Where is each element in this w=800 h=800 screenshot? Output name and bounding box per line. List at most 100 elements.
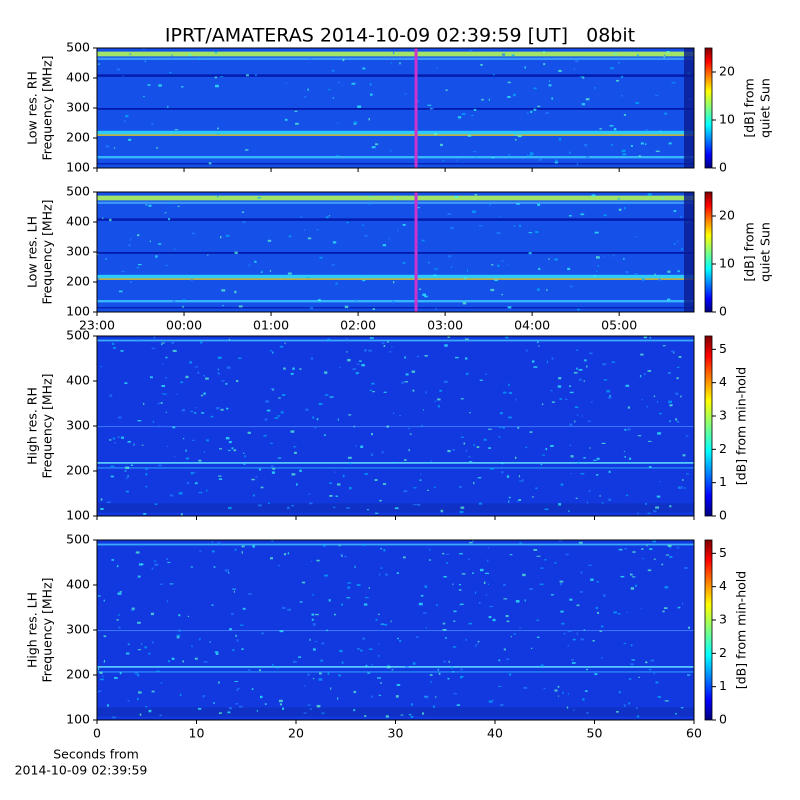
- spectrogram-speck: [213, 702, 215, 704]
- spectrogram-speck: [578, 378, 582, 381]
- spectrogram-speck: [380, 548, 383, 550]
- spectrogram-speck: [165, 264, 169, 266]
- spectrogram-speck: [456, 159, 458, 161]
- spectrogram-speck: [675, 392, 679, 396]
- spectrogram-speck: [657, 432, 662, 435]
- spectrogram-speck: [370, 432, 373, 436]
- spectrogram-speck: [117, 436, 121, 438]
- spectrogram-speck: [191, 439, 195, 441]
- spectrogram-speck: [555, 159, 558, 161]
- spectrogram-speck: [342, 474, 345, 478]
- spectrogram-speck: [311, 618, 314, 621]
- spectrogram-speck: [331, 264, 336, 266]
- spectrogram-speck: [643, 373, 646, 376]
- spectrogram-speck: [525, 446, 528, 449]
- spectrogram-speck: [221, 380, 225, 382]
- spectrogram-speck: [603, 594, 606, 597]
- spectrogram-speck: [502, 426, 506, 429]
- spectrogram-speck: [278, 564, 280, 567]
- spectrogram-speck: [368, 117, 370, 121]
- spectrogram-speck: [513, 93, 516, 97]
- spectrogram-speck: [344, 305, 349, 309]
- spectrogram-speck: [519, 542, 523, 544]
- spectrogram-speck: [668, 142, 672, 145]
- spectrogram-speck: [425, 626, 427, 629]
- spectrogram-speck: [333, 613, 336, 616]
- spectrogram-speck: [117, 592, 122, 595]
- spectrogram-speck: [362, 224, 364, 227]
- spectrogram-speck: [490, 288, 495, 292]
- spectrogram-speck: [309, 708, 313, 710]
- spectrogram-speck: [102, 217, 104, 220]
- spectrogram-speck: [443, 380, 448, 384]
- spectrogram-speck: [355, 372, 358, 375]
- spectrogram-speck: [545, 448, 548, 451]
- spectrogram-speck: [375, 618, 378, 621]
- spectrogram-speck: [167, 105, 169, 109]
- spectrogram-speck: [507, 264, 510, 266]
- spectrogram-speck: [459, 604, 461, 606]
- spectrogram-speck: [329, 482, 333, 484]
- spectrogram-speck: [549, 80, 551, 82]
- spectrogram-speck: [563, 632, 566, 635]
- x-tick-label: 40: [487, 726, 503, 741]
- spectrogram-speck: [319, 672, 322, 675]
- spectrogram-speck: [498, 215, 500, 217]
- spectrogram-speck: [668, 400, 672, 404]
- spectrogram-speck: [415, 636, 419, 638]
- spectrogram-speck: [632, 551, 636, 553]
- spectrogram-speck: [643, 336, 647, 339]
- spectrogram-speck: [144, 60, 146, 62]
- spectrogram-speck: [590, 578, 594, 581]
- spectrogram-speck: [514, 139, 517, 141]
- spectrogram-speck: [399, 415, 402, 417]
- colorbar-tick-label: 4: [719, 374, 727, 389]
- spectrogram-speck: [395, 695, 399, 698]
- spectrogram-speck: [458, 583, 461, 586]
- spectrogram-speck: [137, 263, 142, 266]
- spectrogram-speck: [623, 257, 625, 260]
- spectrogram-speck: [515, 600, 520, 603]
- spectrogram-speck: [400, 714, 404, 716]
- spectrogram-speck: [498, 436, 501, 438]
- spectrogram-speck: [121, 436, 125, 439]
- spectrogram-speck: [401, 381, 404, 384]
- spectrogram-speck: [538, 267, 541, 271]
- spectrogram-speck: [228, 571, 230, 574]
- spectrogram-speck: [334, 471, 336, 473]
- spectrogram-speck: [203, 392, 206, 395]
- spectrogram-speck: [120, 350, 124, 352]
- spectrogram-speck: [677, 366, 680, 369]
- y-tick-label: 200: [66, 274, 90, 289]
- spectrogram-speck: [335, 282, 338, 285]
- spectrogram-speck: [597, 611, 599, 615]
- spectrogram-speck: [125, 490, 130, 493]
- spectrogram-speck: [488, 700, 493, 703]
- spectrogram-speck: [153, 336, 156, 339]
- spectrogram-speck: [680, 215, 683, 219]
- spectrogram-speck: [453, 610, 457, 613]
- spectrogram-speck: [412, 504, 417, 506]
- spectrogram-speck: [569, 385, 572, 388]
- spectrogram-speck: [125, 477, 129, 479]
- spectrogram-speck: [308, 493, 311, 495]
- spectrogram-speck: [529, 588, 533, 590]
- spectrogram-speck: [97, 253, 99, 256]
- spectrogram-speck: [618, 208, 622, 211]
- spectrogram-speck: [647, 193, 652, 196]
- spectrogram-speck: [194, 412, 197, 414]
- spectrogram-speck: [474, 193, 478, 196]
- spectrogram-speck: [316, 229, 319, 231]
- spectrogram-speck: [218, 712, 222, 714]
- spectrogram-speck: [217, 542, 221, 545]
- spectrogram-speck: [517, 426, 520, 429]
- spectrogram-speck: [161, 384, 166, 387]
- spectrogram-speck: [404, 381, 408, 383]
- spectrogram-speck: [182, 305, 184, 308]
- spectrogram-speck: [340, 553, 343, 556]
- spectrogram-speck: [161, 342, 166, 344]
- spectrogram-speck: [623, 704, 626, 707]
- spectrogram-speck: [673, 210, 677, 213]
- colorbar-tick-label: 5: [719, 341, 727, 356]
- spectrogram-speck: [440, 143, 443, 147]
